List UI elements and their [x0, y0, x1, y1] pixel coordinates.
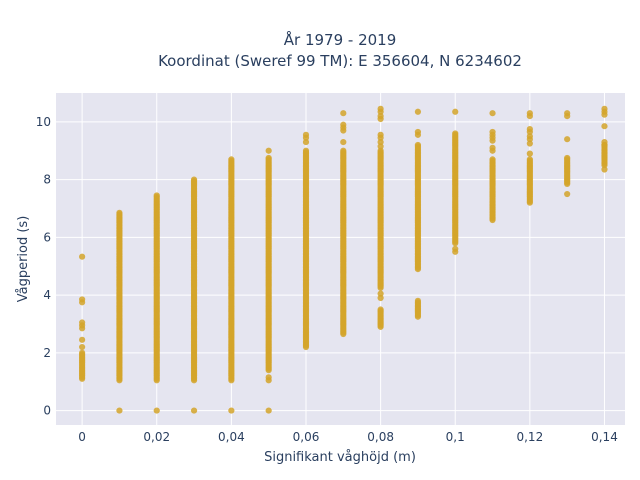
- data-point: [489, 156, 496, 163]
- data-point: [377, 284, 384, 291]
- data-point: [526, 150, 533, 157]
- data-point: [265, 147, 272, 154]
- data-point: [526, 112, 533, 120]
- data-point: [79, 349, 86, 356]
- chart-title-line-2: Koordinat (Sweref 99 TM): E 356604, N 62…: [158, 52, 522, 70]
- data-point: [377, 143, 384, 150]
- data-point: [601, 111, 608, 118]
- x-tick-label: 0,1: [446, 430, 465, 444]
- data-point: [228, 407, 235, 414]
- data-point: [190, 176, 198, 183]
- x-tick-label: 0,06: [293, 430, 320, 444]
- x-tick-label: 0,12: [516, 430, 543, 444]
- data-point: [265, 407, 272, 414]
- data-point: [116, 209, 123, 216]
- data-point: [79, 325, 86, 332]
- y-tick-label: 4: [43, 288, 51, 302]
- data-point: [79, 253, 86, 260]
- data-point: [601, 123, 608, 130]
- y-axis-title: Vågperiod (s): [16, 216, 31, 303]
- data-point: [265, 377, 272, 384]
- data-point: [340, 147, 347, 154]
- x-tick-label: 0,04: [218, 430, 245, 444]
- x-tick-label: 0: [78, 430, 86, 444]
- y-tick-label: 10: [36, 115, 51, 129]
- data-point: [526, 128, 533, 136]
- data-point: [414, 141, 422, 149]
- data-point: [377, 294, 384, 302]
- data-point: [377, 147, 384, 154]
- chart-title-line-1: År 1979 - 2019: [284, 30, 397, 49]
- data-point: [377, 115, 384, 123]
- data-point: [377, 134, 384, 141]
- data-point: [526, 156, 533, 163]
- data-point: [414, 131, 422, 138]
- data-point: [564, 136, 571, 143]
- x-tick-labels: 0 0,02 0,04 0,06 0,08 0,1 0,12 0,14: [78, 430, 618, 444]
- data-point: [489, 147, 496, 154]
- data-point: [526, 140, 533, 147]
- data-point: [452, 108, 459, 115]
- data-point: [228, 156, 235, 163]
- data-point: [116, 407, 123, 414]
- data-point: [377, 108, 384, 115]
- data-point: [564, 154, 571, 162]
- data-point: [302, 147, 310, 154]
- data-point: [601, 141, 608, 149]
- y-tick-label: 2: [43, 346, 51, 360]
- data-point: [489, 137, 496, 144]
- data-point: [452, 130, 459, 137]
- x-tick-label: 0,14: [591, 430, 618, 444]
- data-point: [153, 192, 160, 199]
- data-point: [414, 108, 422, 115]
- data-point: [489, 110, 496, 117]
- data-point: [302, 131, 310, 138]
- y-tick-label: 6: [43, 230, 51, 244]
- data-point: [79, 336, 86, 343]
- data-point: [526, 136, 533, 143]
- data-point: [153, 407, 160, 414]
- data-point: [564, 190, 571, 198]
- x-tick-label: 0,08: [367, 430, 394, 444]
- data-point: [414, 297, 422, 304]
- y-tick-labels: 0 2 4 6 8 10: [36, 115, 51, 418]
- data-point: [302, 138, 310, 146]
- data-point: [340, 138, 347, 146]
- data-point: [377, 306, 384, 313]
- data-point: [79, 343, 86, 351]
- y-tick-label: 8: [43, 173, 51, 187]
- data-point: [265, 154, 272, 162]
- y-tick-label: 0: [43, 404, 51, 418]
- scatter-markers: [79, 105, 608, 414]
- data-point: [526, 199, 533, 206]
- data-point: [452, 248, 459, 255]
- x-axis-title: Signifikant våghöjd (m): [264, 450, 416, 465]
- data-point: [564, 112, 571, 120]
- x-tick-label: 0,02: [143, 430, 170, 444]
- data-point: [601, 166, 608, 173]
- data-point: [79, 299, 86, 306]
- data-point: [340, 110, 347, 117]
- data-point: [377, 290, 384, 297]
- data-point: [377, 138, 384, 146]
- data-point: [190, 407, 198, 414]
- data-point: [340, 127, 347, 134]
